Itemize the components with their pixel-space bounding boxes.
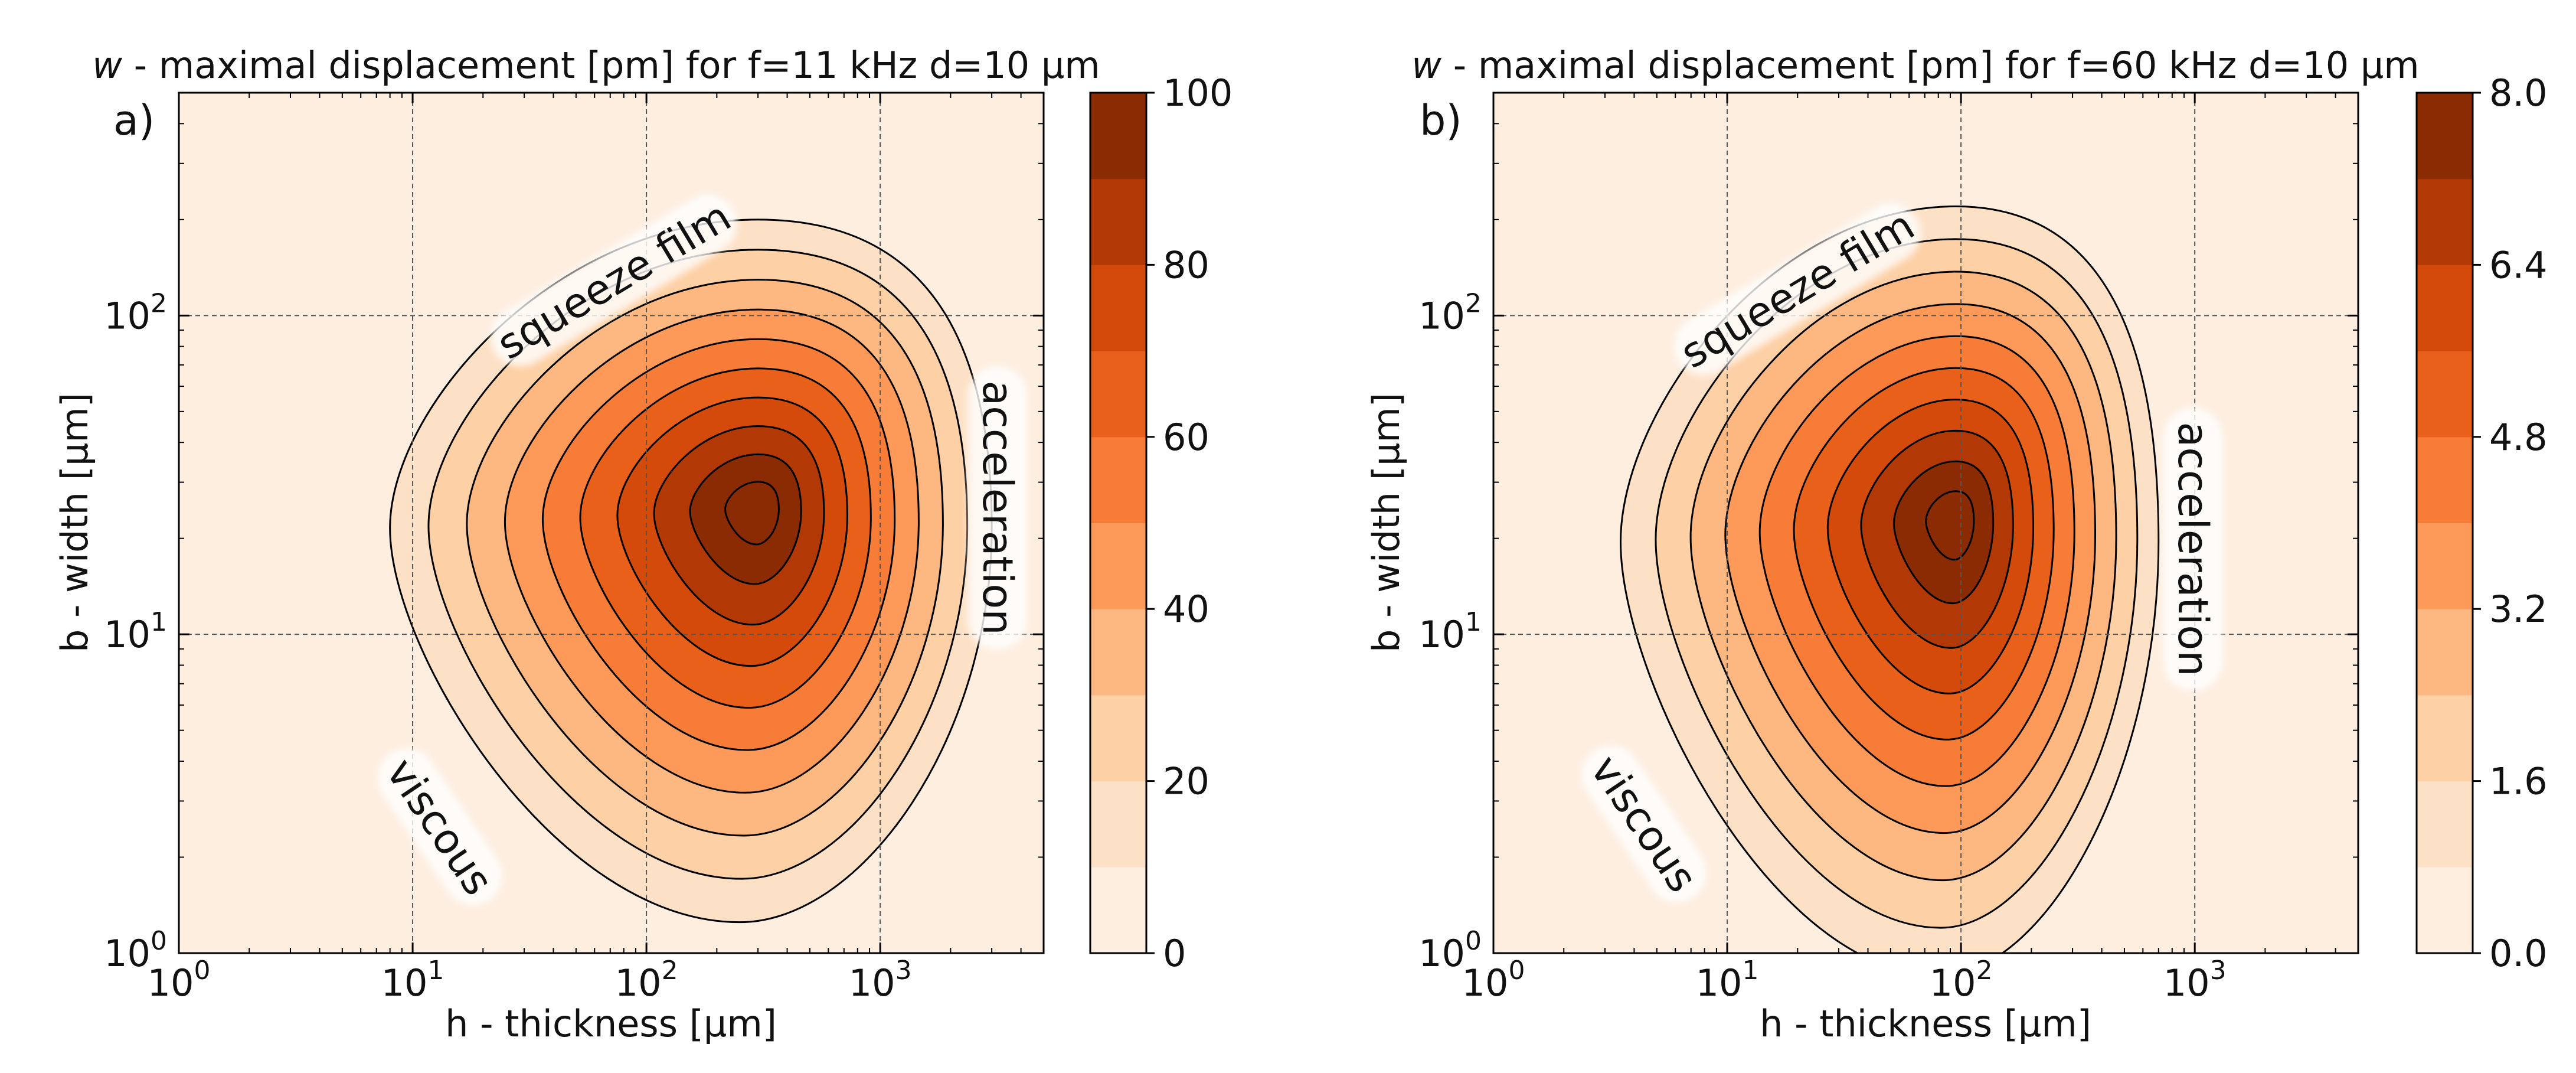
annotation-acceleration: acceleration xyxy=(973,380,1022,635)
title-rest-a: - maximal displacement [pm] for f=11 kHz… xyxy=(122,44,1100,87)
y-tick-label: 102 xyxy=(1418,288,1482,337)
y-axis-label-b: b - width [µm] xyxy=(1365,393,1408,653)
colorbar-band xyxy=(2417,867,2473,954)
chart-title-b: w - maximal displacement [pm] for f=60 k… xyxy=(1411,44,2419,87)
contour-line xyxy=(466,279,944,837)
contour-line xyxy=(653,425,825,626)
contour-line xyxy=(1724,303,2097,834)
colorbar-tick-label: 8.0 xyxy=(2489,71,2548,115)
contour-line xyxy=(1925,490,1975,561)
colorbar-band xyxy=(2417,93,2473,180)
contour-band xyxy=(1926,491,1974,560)
contour-line xyxy=(427,249,969,880)
colorbar-tick-label: 0 xyxy=(1163,932,1186,975)
x-axis-label-b: h - thickness [µm] xyxy=(1760,1002,2091,1045)
plot-frame-a xyxy=(178,92,1045,954)
x-tick-label: 103 xyxy=(849,955,912,1004)
y-tick-label: 101 xyxy=(1418,607,1482,656)
y-tick-label: 101 xyxy=(104,607,167,656)
x-tick-label: 101 xyxy=(381,955,444,1004)
colorbar-band xyxy=(1090,265,1146,351)
contour-line xyxy=(1860,429,2014,649)
colorbar-tick-label: 40 xyxy=(1163,588,1209,631)
colorbar-band xyxy=(1090,436,1146,523)
colorbar-band xyxy=(1090,523,1146,609)
contour-line xyxy=(1826,399,2035,694)
contour-line xyxy=(1619,205,2160,953)
contour-lines-a xyxy=(389,218,993,924)
colorbar-band xyxy=(1090,781,1146,867)
panel-a: squeeze film acceleration viscous 100 101… xyxy=(53,44,1233,1045)
x-axis-label-a: h - thickness [µm] xyxy=(445,1002,777,1045)
colorbar-band xyxy=(1090,694,1146,782)
y-axis-label-a: b - width [µm] xyxy=(53,393,96,653)
annotations-b: squeeze film acceleration viscous xyxy=(1581,201,2222,902)
x-tick-label: 103 xyxy=(2163,955,2227,1004)
x-tick-label: 101 xyxy=(1696,955,1759,1004)
colorbar-tick-label: 0.0 xyxy=(2489,932,2548,975)
colorbar-tick-label: 1.6 xyxy=(2489,760,2548,803)
chart-title-a: w - maximal displacement [pm] for f=11 k… xyxy=(92,44,1100,87)
colorbar-band xyxy=(2417,265,2473,351)
colorbar-a: 0 20 40 60 80 100 xyxy=(1089,71,1233,975)
colorbar-band xyxy=(2417,351,2473,438)
contour-line xyxy=(616,396,848,667)
colorbar-tick-label: 100 xyxy=(1163,71,1233,115)
colorbar-band xyxy=(1090,178,1146,265)
title-var-b: w xyxy=(1411,44,1441,87)
contour-line xyxy=(1689,270,2117,882)
y-tick-label: 102 xyxy=(104,288,167,337)
colorbar-band xyxy=(2417,609,2473,696)
panel-label-b: b) xyxy=(1420,96,1462,145)
colorbar-band xyxy=(2417,178,2473,265)
x-tick-label: 102 xyxy=(1930,955,1993,1004)
contour-band xyxy=(725,481,779,544)
colorbar-tick-label: 6.4 xyxy=(2489,243,2548,286)
colorbar-tick-label: 4.8 xyxy=(2489,416,2548,459)
panel-label-a: a) xyxy=(113,96,155,145)
colorbar-tick-label: 20 xyxy=(1163,760,1209,803)
colorbar-frame xyxy=(1089,92,1148,954)
x-tick-label: 100 xyxy=(148,955,211,1004)
colorbar-band xyxy=(1090,609,1146,696)
title-var-a: w xyxy=(92,44,122,87)
contour-line xyxy=(579,367,872,709)
colorbar-tick-label: 80 xyxy=(1163,243,1209,286)
x-tick-label: 100 xyxy=(1462,955,1525,1004)
colorbar-band xyxy=(2417,436,2473,523)
colorbar-band xyxy=(1090,867,1146,954)
colorbar-tick-label: 60 xyxy=(1163,416,1209,459)
contour-line xyxy=(1893,460,1995,605)
colorbar-band xyxy=(2417,694,2473,782)
contour-line xyxy=(1655,238,2139,929)
plot-frame-b xyxy=(1492,92,2359,954)
contour-line xyxy=(1758,335,2075,787)
contour-line xyxy=(689,453,802,585)
title-rest-b: - maximal displacement [pm] for f=60 kHz… xyxy=(1441,44,2420,87)
colorbar-band xyxy=(2417,523,2473,609)
colorbar-frame xyxy=(2415,92,2474,954)
colorbar-band xyxy=(1090,93,1146,180)
contour-lines-b xyxy=(1619,205,2160,953)
annotation-acceleration-b: acceleration xyxy=(2169,422,2217,676)
contour-line xyxy=(541,338,896,751)
colorbar-b: 0.0 1.6 3.2 4.8 6.4 8.0 xyxy=(2415,71,2548,975)
contour-fills-a xyxy=(390,219,992,922)
colorbar-tick-label: 3.2 xyxy=(2489,588,2548,631)
contour-line xyxy=(724,481,780,546)
colorbar-band xyxy=(1090,351,1146,438)
x-tick-label: 102 xyxy=(615,955,678,1004)
contour-line xyxy=(1793,367,2055,741)
colorbar-band xyxy=(2417,781,2473,867)
panel-b: squeeze film acceleration viscous 100 101… xyxy=(1365,44,2548,1045)
contour-line xyxy=(504,308,920,794)
